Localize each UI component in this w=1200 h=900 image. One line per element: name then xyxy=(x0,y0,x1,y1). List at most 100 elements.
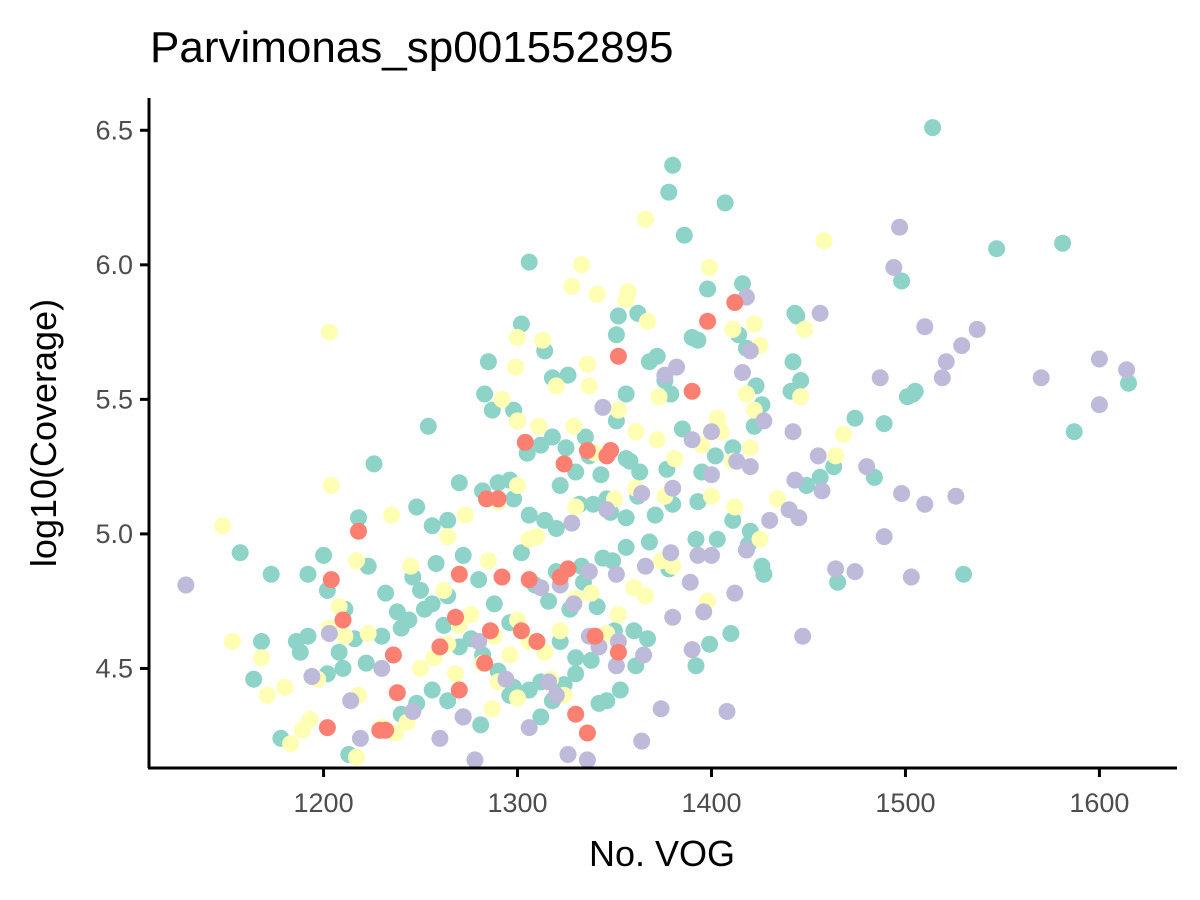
scatter-point xyxy=(640,533,658,551)
scatter-point xyxy=(602,442,620,459)
scatter-point xyxy=(450,565,468,583)
scatter-point xyxy=(530,417,548,435)
scatter-point xyxy=(578,751,596,769)
scatter-point xyxy=(834,425,852,443)
scatter-point xyxy=(666,450,684,468)
scatter-point xyxy=(582,584,600,602)
scatter-point xyxy=(565,417,583,435)
scatter-point xyxy=(223,633,241,650)
scatter-point xyxy=(708,409,726,427)
scatter-point xyxy=(906,382,924,400)
scatter-point xyxy=(737,385,755,403)
scatter-point xyxy=(1090,350,1108,368)
scatter-point xyxy=(485,595,503,613)
scatter-point xyxy=(262,565,280,583)
scatter-point xyxy=(751,530,769,548)
scatter-point xyxy=(699,280,717,298)
scatter-point xyxy=(404,703,422,720)
scatter-point xyxy=(565,595,583,613)
scatter-point xyxy=(547,377,565,395)
scatter-point xyxy=(282,735,300,753)
points-layer xyxy=(177,119,1137,769)
scatter-point xyxy=(1120,374,1137,392)
scatter-point xyxy=(334,659,352,677)
scatter-point xyxy=(497,670,515,688)
scatter-point xyxy=(450,681,468,699)
scatter-point xyxy=(315,546,333,564)
scatter-point xyxy=(177,576,195,594)
scatter-point xyxy=(454,708,472,726)
scatter-point xyxy=(639,312,656,330)
scatter-point xyxy=(737,541,755,559)
scatter-point xyxy=(214,517,232,535)
x-tick-label: 1200 xyxy=(294,788,354,818)
scatter-point xyxy=(953,337,971,355)
scatter-point xyxy=(703,546,720,564)
scatter-point xyxy=(875,415,893,433)
scatter-point xyxy=(660,183,678,201)
scatter-point xyxy=(902,568,920,586)
scatter-point xyxy=(703,423,720,441)
scatter-point xyxy=(594,398,612,416)
scatter-point xyxy=(423,517,441,535)
scatter-point xyxy=(635,646,653,664)
scatter-point xyxy=(846,409,864,427)
scatter-point xyxy=(512,544,530,562)
scatter-point xyxy=(701,259,719,276)
scatter-point xyxy=(392,619,410,637)
scatter-point xyxy=(412,581,429,599)
scatter-point xyxy=(383,506,400,524)
scatter-point xyxy=(470,571,488,589)
scatter-point xyxy=(447,608,464,626)
scatter-point xyxy=(509,689,526,707)
scatter-point xyxy=(652,700,670,718)
scatter-point xyxy=(303,668,321,685)
scatter-point xyxy=(687,530,705,548)
scatter-point xyxy=(796,320,814,338)
scatter-point xyxy=(359,625,377,642)
scatter-point xyxy=(683,641,701,659)
scatter-point xyxy=(534,331,552,349)
scatter-point xyxy=(724,511,742,529)
scatter-point xyxy=(415,600,433,618)
scatter-point xyxy=(609,347,627,365)
scatter-point xyxy=(871,369,889,387)
scatter-point xyxy=(320,625,338,642)
scatter-point xyxy=(402,557,420,575)
scatter-point xyxy=(431,638,449,656)
scatter-point xyxy=(350,509,367,527)
scatter-point xyxy=(588,285,606,303)
scatter-point xyxy=(555,455,573,473)
scatter-point xyxy=(450,474,468,492)
scatter-point xyxy=(722,625,740,642)
scatter-point xyxy=(580,377,598,395)
scatter-point xyxy=(377,721,395,739)
scatter-point xyxy=(507,358,525,376)
x-tick-label: 1400 xyxy=(681,788,741,818)
scatter-point xyxy=(520,719,538,737)
scatter-point xyxy=(479,552,497,570)
scatter-point xyxy=(716,194,734,212)
scatter-point xyxy=(609,606,627,624)
chart-title: Parvimonas_sp001552895 xyxy=(150,23,674,72)
scatter-point xyxy=(439,528,457,546)
scatter-point xyxy=(447,665,464,683)
scatter-point xyxy=(253,649,270,667)
scatter-point xyxy=(788,307,806,325)
scatter-point xyxy=(640,353,658,371)
scatter-point xyxy=(792,388,810,406)
scatter-point xyxy=(827,447,845,465)
scatter-point xyxy=(476,654,494,672)
x-axis-ticks: 1200 1300 1400 1500 1600 xyxy=(294,768,1129,818)
scatter-point xyxy=(609,643,627,661)
scatter-point xyxy=(322,571,340,589)
scatter-point xyxy=(633,485,651,502)
scatter-point xyxy=(893,272,911,290)
scatter-point xyxy=(520,530,538,548)
scatter-point xyxy=(741,439,759,457)
scatter-point xyxy=(509,412,526,430)
scatter-point xyxy=(509,329,526,346)
scatter-point xyxy=(586,627,604,645)
scatter-point xyxy=(594,549,612,567)
scatter-point xyxy=(726,584,744,602)
